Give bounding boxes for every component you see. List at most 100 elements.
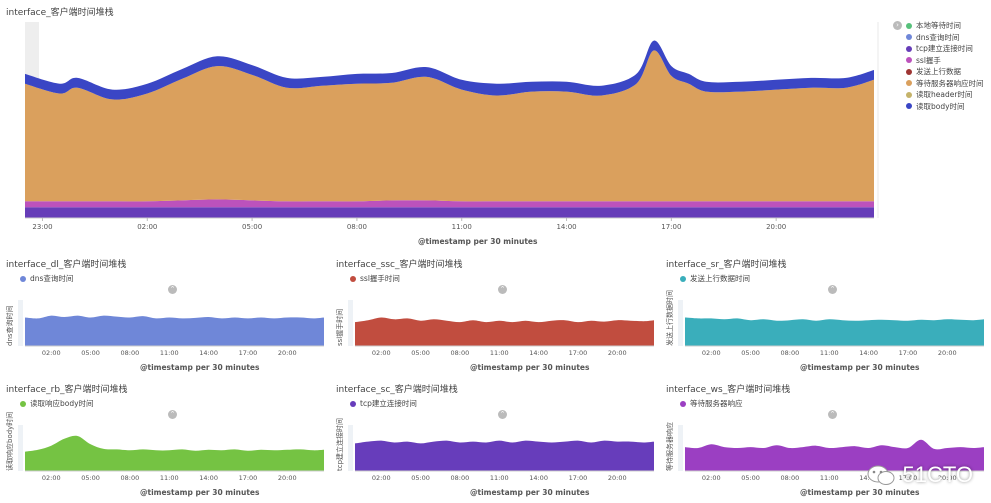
small-area bbox=[685, 317, 984, 346]
wechat-icon bbox=[867, 465, 895, 485]
legend-item[interactable]: 读取body时间 bbox=[906, 101, 984, 113]
small-x-tick: 05:00 bbox=[411, 349, 430, 357]
small-legend-item[interactable]: 发送上行数据时间 bbox=[680, 273, 750, 284]
legend-dot-icon bbox=[350, 275, 356, 282]
main-x-tick: 14:00 bbox=[556, 223, 576, 231]
small-x-tick: 20:00 bbox=[278, 349, 297, 357]
small-chart-panel: 02:00 05:00 08:00 11:00 14:00 17:00 20:00 inter… bbox=[0, 381, 330, 503]
small-x-tick: 17:00 bbox=[899, 349, 918, 357]
main-area-0 bbox=[25, 207, 874, 218]
small-x-tick: 02:00 bbox=[372, 349, 391, 357]
small-x-tick: 08:00 bbox=[121, 474, 140, 482]
small-x-tick: 20:00 bbox=[608, 349, 627, 357]
main-x-tick: 17:00 bbox=[661, 223, 681, 231]
small-x-tick: 17:00 bbox=[239, 474, 258, 482]
legend-label: 发送上行数据时间 bbox=[690, 274, 750, 283]
legend-dot-icon bbox=[906, 45, 912, 52]
small-legend-item[interactable]: 读取响应body时间 bbox=[20, 398, 94, 409]
small-x-tick: 08:00 bbox=[451, 349, 470, 357]
small-x-tick: 08:00 bbox=[781, 474, 800, 482]
legend-dot-icon bbox=[20, 275, 26, 282]
legend-item[interactable]: 本地等待时间 bbox=[906, 20, 984, 32]
legend-item[interactable]: 读取header时间 bbox=[906, 89, 984, 101]
legend-item[interactable]: tcp建立连接时间 bbox=[906, 43, 984, 55]
legend-item[interactable]: dns查询时间 bbox=[906, 32, 984, 44]
small-x-axis-title: @timestamp per 30 minutes bbox=[140, 363, 260, 372]
collapse-toggle-icon[interactable]: ⌃ bbox=[168, 410, 177, 419]
small-area bbox=[25, 435, 324, 471]
legend-label: 读取响应body时间 bbox=[30, 399, 94, 408]
small-x-tick: 02:00 bbox=[702, 474, 721, 482]
small-y-axis-label: 读取响应body时间 bbox=[6, 411, 14, 471]
collapse-toggle-icon[interactable]: ⌃ bbox=[828, 285, 837, 294]
small-x-tick: 05:00 bbox=[411, 474, 430, 482]
small-x-tick: 05:00 bbox=[741, 474, 760, 482]
main-legend: 本地等待时间 dns查询时间 tcp建立连接时间 ssl握手发送上行数据 等待服务器响应… bbox=[906, 20, 984, 112]
small-x-axis-title: @timestamp per 30 minutes bbox=[470, 488, 590, 497]
small-x-tick: 17:00 bbox=[899, 474, 918, 482]
legend-dot-icon bbox=[350, 400, 356, 407]
legend-item[interactable]: 等待服务器响应时间 bbox=[906, 78, 984, 90]
small-y-axis-label: ssl握手时间 bbox=[336, 308, 344, 346]
legend-dot-icon bbox=[906, 57, 912, 64]
main-x-tick: 02:00 bbox=[137, 223, 157, 231]
small-x-tick: 11:00 bbox=[820, 474, 839, 482]
legend-label: dns查询时间 bbox=[30, 274, 74, 283]
collapse-toggle-icon[interactable]: ⌃ bbox=[498, 285, 507, 294]
small-x-axis-title: @timestamp per 30 minutes bbox=[800, 363, 920, 372]
main-x-tick: 23:00 bbox=[32, 223, 52, 231]
small-x-tick: 11:00 bbox=[160, 349, 179, 357]
small-legend-item[interactable]: ssl握手时间 bbox=[350, 273, 400, 284]
legend-label: 发送上行数据 bbox=[916, 67, 961, 77]
legend-label: ssl握手时间 bbox=[360, 274, 400, 283]
small-chart-panel: 02:00 05:00 08:00 11:00 14:00 17:00 20:00 inter… bbox=[330, 381, 660, 503]
small-legend-item[interactable]: 等待服务器响应 bbox=[680, 398, 743, 409]
legend-label: 本地等待时间 bbox=[916, 21, 961, 31]
small-x-tick: 14:00 bbox=[859, 349, 878, 357]
main-x-tick: 11:00 bbox=[452, 223, 472, 231]
small-area bbox=[685, 439, 984, 471]
small-x-axis-title: @timestamp per 30 minutes bbox=[470, 363, 590, 372]
small-x-tick: 11:00 bbox=[490, 474, 509, 482]
small-chart-panel: 02:00 05:00 08:00 11:00 14:00 17:00 20:00 inter… bbox=[330, 256, 660, 378]
collapse-toggle-icon[interactable]: ⌃ bbox=[498, 410, 507, 419]
small-legend-item[interactable]: dns查询时间 bbox=[20, 273, 73, 284]
small-chart-panel: 02:00 05:00 08:00 11:00 14:00 17:00 20:00 inter… bbox=[660, 256, 990, 378]
legend-dot-icon bbox=[906, 22, 912, 29]
watermark: 51CTO bbox=[866, 462, 973, 488]
small-x-tick: 11:00 bbox=[820, 349, 839, 357]
small-y-axis-label: tcp建立连接时间 bbox=[336, 417, 344, 471]
small-chart-svg: 02:00 05:00 08:00 11:00 14:00 17:00 20:00 bbox=[678, 300, 984, 357]
small-y-axis-label: 发送上行数据时间 bbox=[666, 290, 674, 346]
small-chart-title: interface_dl_客户端时间堆栈 bbox=[6, 260, 127, 270]
main-x-tick: 05:00 bbox=[242, 223, 262, 231]
legend-label: tcp建立连接时间 bbox=[360, 399, 417, 408]
legend-label: ssl握手 bbox=[916, 55, 941, 65]
small-area bbox=[355, 317, 654, 346]
small-chart-title: interface_ws_客户端时间堆栈 bbox=[666, 385, 791, 395]
small-x-tick: 17:00 bbox=[239, 349, 258, 357]
small-y-axis-label: dns查询时间 bbox=[6, 305, 14, 346]
small-x-tick: 08:00 bbox=[781, 349, 800, 357]
legend-dot-icon bbox=[906, 91, 912, 98]
small-area bbox=[25, 315, 324, 346]
small-x-tick: 14:00 bbox=[859, 474, 878, 482]
collapse-toggle-icon[interactable]: ⌃ bbox=[828, 410, 837, 419]
collapse-toggle-icon[interactable]: ⌃ bbox=[168, 285, 177, 294]
small-x-tick: 17:00 bbox=[569, 349, 588, 357]
legend-item[interactable]: 发送上行数据 bbox=[906, 66, 984, 78]
small-chart-svg: 02:00 05:00 08:00 11:00 14:00 17:00 20:00 bbox=[18, 300, 324, 357]
legend-label: 等待服务器响应 bbox=[690, 399, 743, 408]
small-chart-title: interface_sr_客户端时间堆栈 bbox=[666, 260, 787, 270]
legend-dot-icon bbox=[906, 103, 912, 110]
small-x-tick: 05:00 bbox=[81, 349, 100, 357]
small-legend-item[interactable]: tcp建立连接时间 bbox=[350, 398, 417, 409]
legend-toggle-icon[interactable]: › bbox=[893, 21, 902, 30]
small-x-tick: 02:00 bbox=[42, 474, 61, 482]
small-x-tick: 05:00 bbox=[741, 349, 760, 357]
small-x-axis-title: @timestamp per 30 minutes bbox=[800, 488, 920, 497]
small-x-tick: 14:00 bbox=[199, 474, 218, 482]
main-chart-panel: interface_客户端时间堆栈 23:00 02:00 05:00 08:00 11… bbox=[6, 8, 984, 246]
legend-item[interactable]: ssl握手 bbox=[906, 55, 984, 67]
main-area-3 bbox=[25, 40, 874, 100]
